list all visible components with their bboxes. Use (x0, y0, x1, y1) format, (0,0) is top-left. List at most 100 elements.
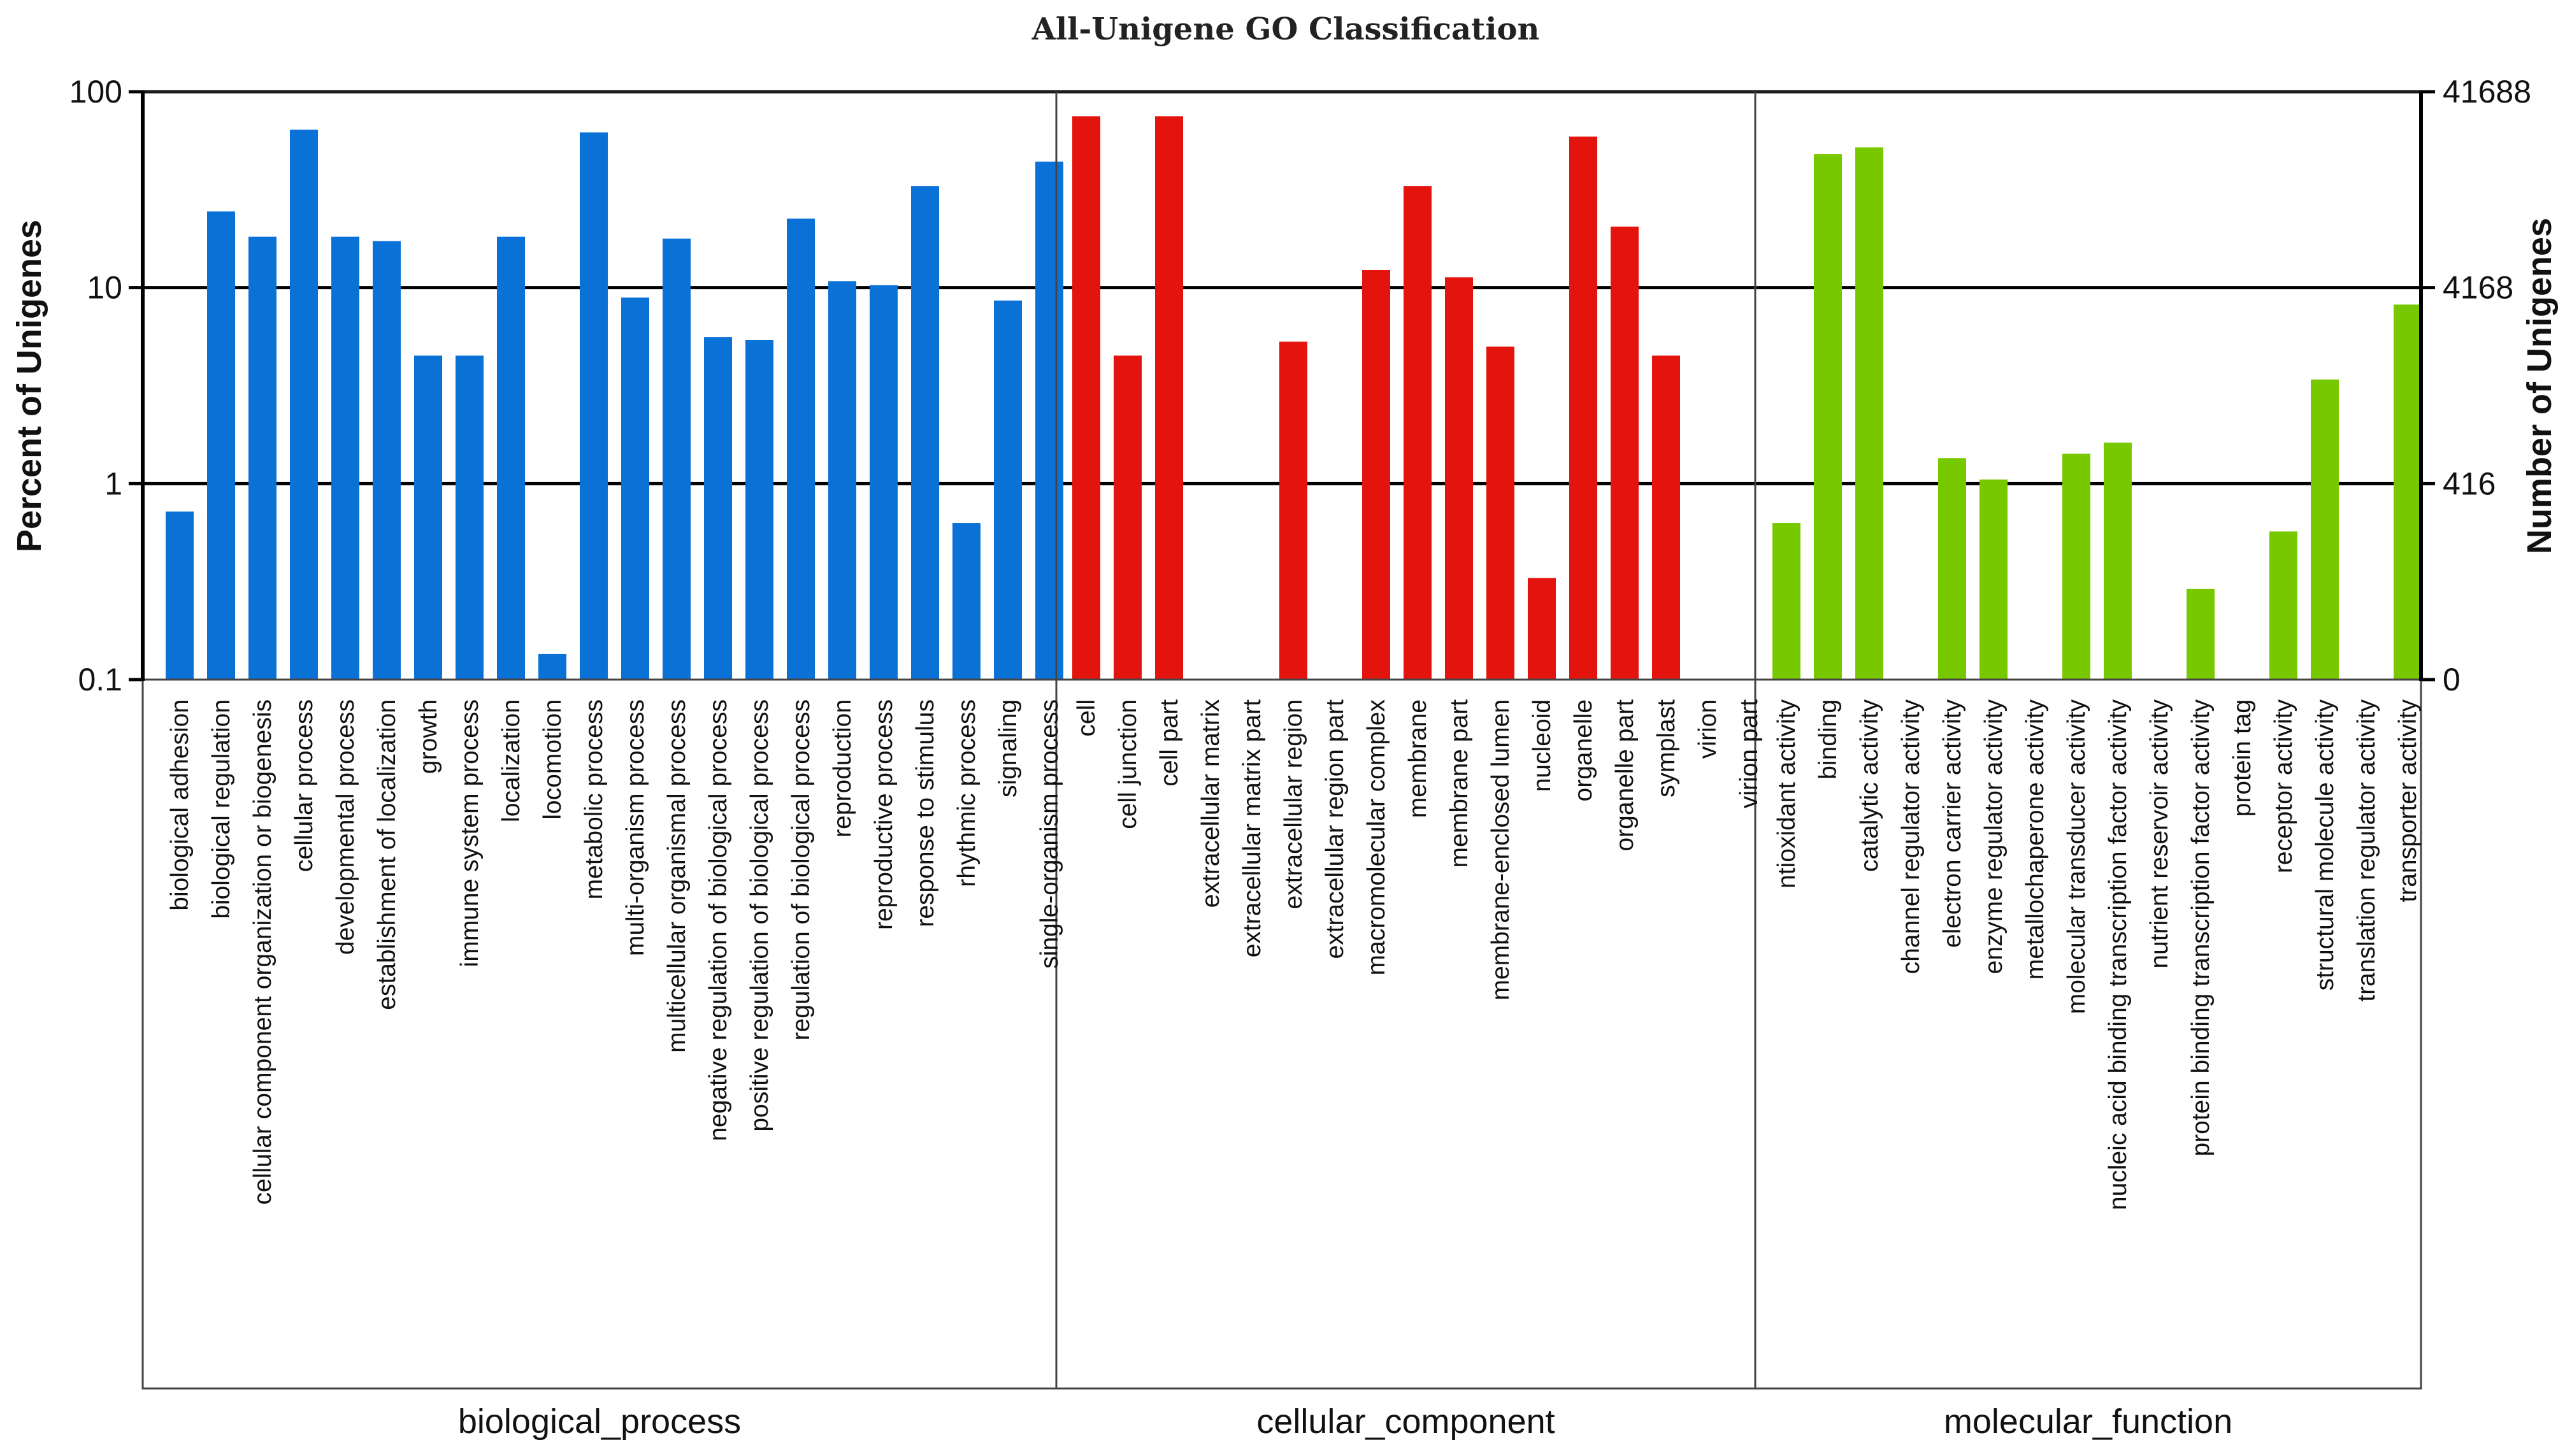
category-label: virion (1694, 699, 1721, 759)
category-label: locomotion (539, 699, 566, 820)
category-label: ntioxidant activity (1773, 699, 1800, 889)
y-tick-label-left: 1 (104, 466, 122, 501)
bar (1652, 355, 1680, 680)
bar (373, 241, 401, 680)
category-label: immune system process (456, 699, 484, 967)
category-label: electron carrier activity (1939, 699, 1966, 948)
category-label: protein tag (2229, 699, 2256, 817)
bar (1404, 186, 1432, 680)
category-label: nucleoid (1528, 699, 1556, 792)
bar (1486, 346, 1514, 680)
category-label: membrane part (1446, 699, 1473, 868)
bar (1155, 116, 1183, 680)
bar (1362, 270, 1390, 680)
plot-frame (141, 90, 2423, 1390)
category-label: metallochaperone activity (2022, 699, 2049, 980)
bar (2269, 531, 2297, 680)
bar (248, 236, 277, 680)
y-tick-label-left: 100 (69, 74, 122, 110)
category-label: signaling (995, 699, 1022, 797)
bar (1279, 341, 1307, 680)
bar (745, 340, 773, 680)
group-label: molecular_function (1944, 1402, 2232, 1441)
bar (414, 355, 442, 680)
bar (1814, 154, 1842, 680)
bar (828, 281, 856, 680)
category-label: nucleic acid binding transcription facto… (2104, 699, 2132, 1211)
bar (580, 132, 608, 680)
category-label: localization (498, 699, 525, 822)
group-labels: biological_process cellular_component mole… (458, 1402, 2232, 1441)
bar (994, 300, 1022, 680)
category-label: extracellular matrix (1197, 699, 1225, 908)
bars (166, 116, 2422, 680)
bar (1072, 116, 1100, 680)
bar (1938, 458, 1966, 680)
bar (207, 211, 235, 680)
category-label: regulation of biological process (787, 699, 815, 1041)
category-label: cell junction (1114, 699, 1142, 829)
category-label: response to stimulus (912, 699, 939, 927)
category-label: establishment of localization (373, 699, 401, 1010)
category-label: extracellular region (1280, 699, 1307, 910)
bar (2062, 453, 2090, 680)
bar (2187, 589, 2215, 680)
y-tick-label-right: 416 (2443, 466, 2496, 501)
y-tick-label-right: 41688 (2443, 74, 2531, 110)
category-label: positive regulation of biological proces… (746, 699, 773, 1132)
y-ticks: 100 41688 10 4168 1 416 0.1 0 (69, 74, 2531, 697)
category-label: receptor activity (2270, 699, 2297, 874)
bar (1772, 523, 1800, 680)
category-label: cellular component organization or bioge… (249, 699, 277, 1204)
bar (1979, 479, 2008, 680)
y-tick-label-right: 4168 (2443, 270, 2513, 306)
category-label: cellular process (291, 699, 318, 872)
y-tick-label-left: 10 (87, 270, 122, 306)
category-label: organelle part (1611, 699, 1639, 852)
category-label: multi-organism process (622, 699, 649, 956)
category-label: translation regulator activity (2353, 699, 2380, 1002)
category-label: rhythmic process (953, 699, 981, 887)
category-label: biological adhesion (166, 699, 194, 911)
bar (787, 218, 815, 680)
category-label: catalytic activity (1856, 699, 1883, 872)
bar (538, 653, 566, 680)
bar (1855, 147, 1883, 680)
bar (704, 337, 732, 680)
group-label: cellular_component (1256, 1402, 1555, 1441)
category-labels: biological adhesion biological regulation… (166, 699, 2422, 1211)
category-label: biological regulation (208, 699, 235, 919)
category-label: protein binding transcription factor act… (2187, 699, 2215, 1157)
y-axis-label-right: Number of Unigenes (2520, 218, 2559, 554)
bar (456, 355, 484, 680)
bar (1528, 578, 1556, 680)
bar (2104, 442, 2132, 680)
category-label: nutrient reservoir activity (2146, 699, 2173, 969)
category-label: extracellular region part (1321, 699, 1349, 959)
bar (621, 297, 649, 680)
category-label: molecular transducer activity (2063, 699, 2090, 1015)
chart-title: All-Unigene GO Classification (1031, 11, 1540, 47)
bar (663, 238, 691, 680)
category-label: symplast (1653, 699, 1680, 797)
category-label: single-organism process (1036, 699, 1063, 969)
bar (911, 186, 939, 680)
bar (166, 511, 194, 680)
category-label: membrane (1404, 699, 1432, 818)
bar (497, 236, 525, 680)
category-label: structural molecule activity (2311, 699, 2339, 991)
category-label: multicellular organismal process (663, 699, 691, 1053)
category-label: binding (1814, 699, 1842, 780)
category-label: macromolecular complex (1363, 699, 1390, 976)
category-label: reproduction (829, 699, 856, 838)
bar (331, 236, 359, 680)
y-tick-label-right: 0 (2443, 662, 2461, 697)
category-label: metabolic process (580, 699, 608, 899)
bar (1114, 355, 1142, 680)
group-label: biological_process (458, 1402, 741, 1441)
bar (870, 285, 898, 680)
bar (1035, 161, 1063, 680)
bar (1611, 226, 1639, 680)
bar (290, 129, 318, 680)
